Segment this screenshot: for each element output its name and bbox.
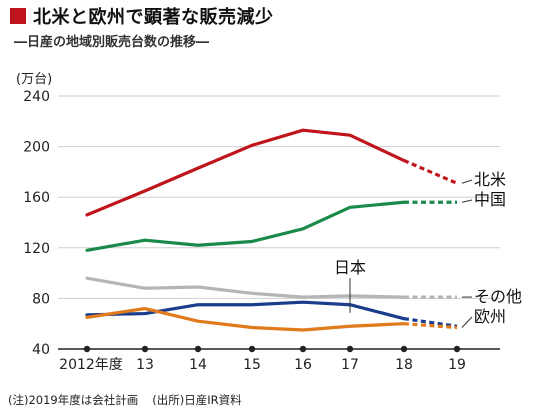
footnote-source: (出所)日産IR資料	[152, 393, 242, 407]
series-line-その他	[85, 276, 406, 299]
grid	[58, 95, 500, 299]
series-label-leader	[461, 199, 473, 203]
y-tick-label: 40	[32, 342, 50, 358]
series-label: 中国	[474, 190, 506, 209]
x-tick-dot	[83, 345, 91, 353]
x-tick-label: 13	[136, 357, 154, 373]
title-row: 北米と欧州で顕著な販売減少	[10, 4, 274, 28]
x-tick-label: 17	[341, 357, 359, 373]
y-tick-label: 80	[32, 291, 50, 307]
x-tick-dot	[400, 345, 408, 353]
title-accent-square	[10, 8, 26, 24]
series-label-leader	[461, 316, 473, 328]
x-tick-label: 19	[448, 357, 466, 373]
footnote: (注)2019年度は会社計画 (出所)日産IR資料	[8, 392, 256, 408]
x-tick-dot	[346, 345, 354, 353]
series-forecast-日本	[403, 317, 458, 328]
series-label: 欧州	[474, 307, 506, 326]
x-tick-dot	[141, 345, 149, 353]
x-tick-label: 16	[294, 357, 312, 373]
x-tick-label: 18	[395, 357, 413, 373]
y-tick-label: 240	[23, 89, 50, 105]
x-tick-dot	[453, 345, 461, 353]
chart-subtitle: ―日産の地域別販売台数の推移―	[14, 35, 210, 50]
axis: (万台) 40 80 120 160 200 240 2012年度 13 14 15 16 17 18 19	[16, 72, 500, 373]
series-forecast-北米	[403, 159, 458, 185]
y-tick-label: 120	[23, 241, 50, 257]
series-line-中国	[85, 200, 406, 252]
series-line-北米	[85, 128, 406, 217]
y-unit-label: (万台)	[16, 72, 52, 87]
x-tick-dot	[299, 345, 307, 353]
series-lines	[85, 128, 458, 332]
series-label: 日本	[334, 258, 366, 277]
series-forecast-欧州	[403, 322, 458, 330]
x-tick-label: 15	[243, 357, 261, 373]
x-tick-label: 14	[189, 357, 207, 373]
x-tick-label: 2012年度	[59, 357, 123, 373]
x-tick-dot	[248, 345, 256, 353]
series-label: 北米	[474, 170, 506, 189]
chart-title: 北米と欧州で顕著な販売減少	[33, 7, 274, 28]
x-tick-dot	[194, 345, 202, 353]
y-tick-label: 160	[23, 190, 50, 206]
y-tick-label: 200	[23, 140, 50, 156]
footnote-note: (注)2019年度は会社計画	[8, 393, 139, 407]
series-line-欧州	[85, 306, 406, 332]
series-label-leader	[461, 179, 473, 184]
series-label: その他	[474, 287, 522, 306]
